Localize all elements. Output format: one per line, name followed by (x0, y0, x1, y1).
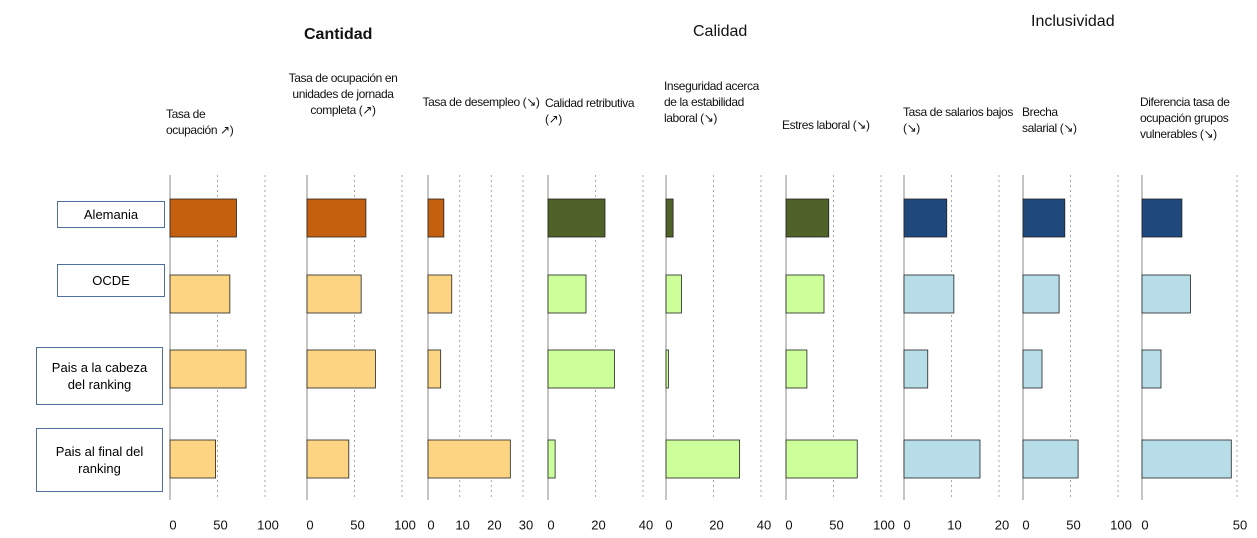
x-tick-label: 20 (591, 517, 605, 532)
bar (306, 439, 350, 479)
bar (665, 274, 682, 314)
bar (427, 274, 453, 314)
bar (1022, 439, 1079, 479)
panel-title: Brecha salarial (↘) (1022, 105, 1077, 135)
x-tick-label: 50 (1233, 517, 1247, 532)
x-tick-label: 40 (639, 517, 653, 532)
panel-title: Estres laboral (↘) (782, 118, 870, 132)
bar (903, 439, 981, 479)
panel-title: Diferencia tasa de ocupación grupos vuln… (1140, 95, 1230, 141)
x-tick-label: 20 (995, 517, 1009, 532)
bar (427, 198, 445, 238)
panel-title: Tasa de ocupación en unidades de jornada… (288, 71, 398, 117)
bar (547, 349, 615, 389)
row-label: Pais a la cabeza del ranking (36, 347, 163, 405)
x-tick-label: 0 (547, 517, 554, 532)
bar (427, 349, 442, 389)
x-tick-label: 10 (455, 517, 469, 532)
row-label: Alemania (57, 201, 165, 228)
bar (169, 274, 231, 314)
bar (1141, 198, 1183, 238)
bar (785, 198, 830, 238)
x-tick-label: 100 (394, 517, 416, 532)
panel-title: Calidad retributiva (↗) (545, 96, 635, 126)
bar (306, 349, 376, 389)
bar (903, 274, 955, 314)
x-tick-label: 0 (785, 517, 792, 532)
bar (1022, 274, 1060, 314)
x-tick-label: 0 (306, 517, 313, 532)
x-tick-label: 100 (873, 517, 895, 532)
bar (169, 439, 216, 479)
x-tick-label: 0 (169, 517, 176, 532)
row-label: Pais al final del ranking (36, 428, 163, 492)
bar (1141, 274, 1191, 314)
bar (665, 439, 741, 479)
x-tick-label: 10 (947, 517, 961, 532)
row-label: OCDE (57, 264, 165, 297)
x-tick-label: 100 (257, 517, 279, 532)
x-tick-label: 20 (487, 517, 501, 532)
bar (306, 198, 367, 238)
bar (1022, 198, 1066, 238)
bar (665, 349, 669, 389)
bar (665, 198, 674, 238)
x-tick-label: 100 (1110, 517, 1132, 532)
x-tick-label: 30 (519, 517, 533, 532)
bar (169, 198, 237, 238)
group-title: Cantidad (304, 26, 373, 43)
bar (785, 349, 808, 389)
bar (903, 349, 929, 389)
bar (547, 198, 606, 238)
x-tick-label: 0 (1022, 517, 1029, 532)
bar (785, 439, 858, 479)
bar (547, 439, 556, 479)
panel-title: Tasa de ocupación ↗) (166, 107, 234, 137)
bar (547, 274, 587, 314)
bar (1141, 439, 1232, 479)
group-title: Inclusividad (1031, 13, 1115, 30)
panel-title: Tasa de desempleo (↘) (422, 95, 540, 109)
x-tick-label: 50 (350, 517, 364, 532)
x-tick-label: 40 (757, 517, 771, 532)
bar (169, 349, 247, 389)
bar (427, 439, 511, 479)
x-tick-label: 0 (665, 517, 672, 532)
panel-title: Tasa de salarios bajos (↘) (903, 105, 1013, 135)
group-title: Calidad (693, 23, 748, 40)
bar (1141, 349, 1162, 389)
panel-title: Inseguridad acerca de la estabilidad lab… (664, 79, 759, 125)
x-tick-label: 0 (1141, 517, 1148, 532)
x-tick-label: 50 (829, 517, 843, 532)
x-tick-label: 0 (903, 517, 910, 532)
bar (306, 274, 362, 314)
x-tick-label: 0 (427, 517, 434, 532)
x-tick-label: 50 (1066, 517, 1080, 532)
x-tick-label: 20 (709, 517, 723, 532)
bar (903, 198, 948, 238)
x-tick-label: 50 (213, 517, 227, 532)
bar (785, 274, 825, 314)
bar (1022, 349, 1043, 389)
